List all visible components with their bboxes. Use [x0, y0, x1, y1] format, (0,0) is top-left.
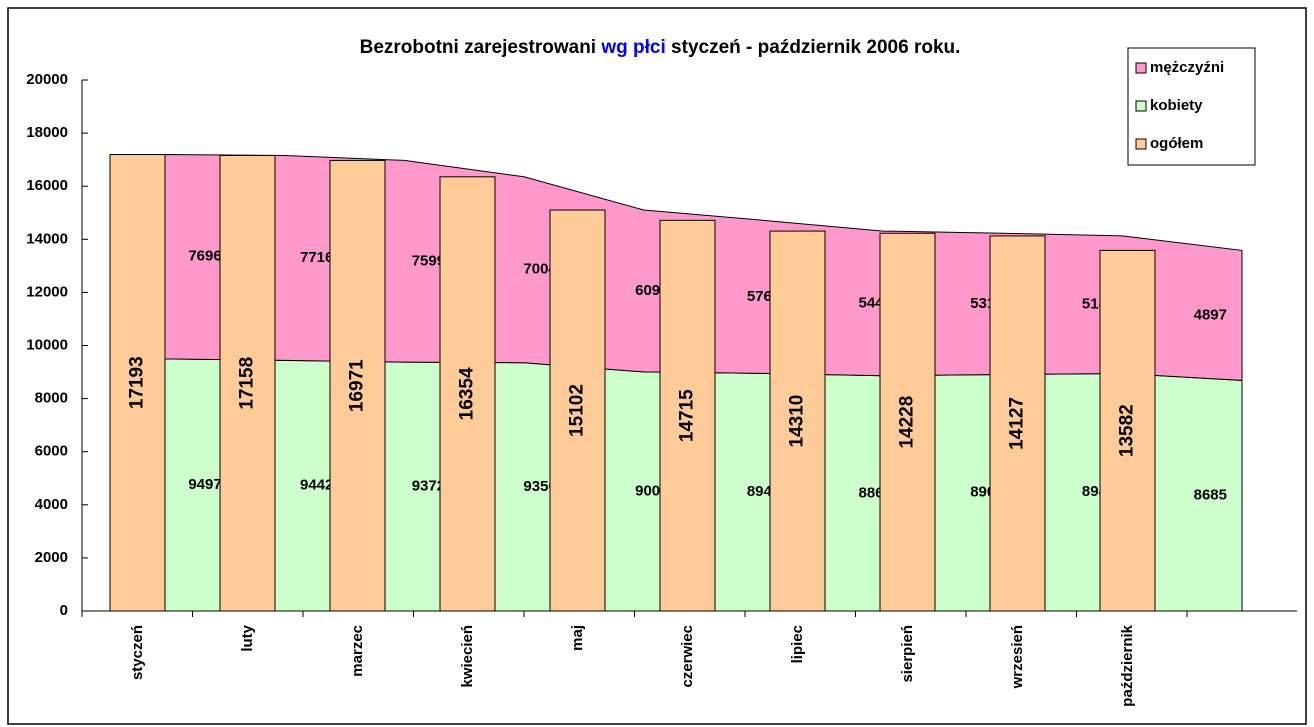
x-tick-label: kwiecień: [459, 625, 476, 688]
data-label: 14310: [787, 395, 808, 448]
title-part: wg płci: [600, 37, 665, 58]
x-tick-label: luty: [239, 624, 256, 651]
data-label: 7716: [300, 249, 333, 266]
data-label: 13582: [1117, 404, 1138, 457]
data-label: 9350: [523, 478, 556, 495]
y-tick-label: 6000: [35, 443, 68, 460]
legend-swatch: [1135, 100, 1147, 112]
bar: [439, 176, 496, 612]
data-label: 16971: [347, 359, 368, 412]
x-tick-label: sierpień: [899, 625, 916, 683]
title-part: Bezrobotni zarejestrowani: [360, 37, 602, 58]
y-tick-label: 20000: [26, 71, 68, 88]
x-tick-label: maj: [569, 625, 586, 651]
data-label: 14715: [677, 389, 698, 442]
bar: [879, 232, 936, 612]
data-label: 7004: [523, 261, 557, 278]
legend-swatch: [1135, 62, 1147, 74]
chart-title: Bezrobotni zarejestrowani wg płci stycze…: [360, 37, 961, 58]
data-label: 8685: [1194, 487, 1227, 504]
data-label: 7696: [188, 248, 221, 265]
data-label: 9372: [412, 478, 445, 495]
data-label: 17193: [127, 356, 148, 409]
y-tick-label: 4000: [35, 496, 68, 513]
legend-items: mężczyźni kobiety ogółem: [1135, 59, 1224, 152]
x-tick-label: marzec: [349, 625, 366, 677]
y-tick-label: 14000: [26, 230, 68, 247]
y-tick-label: 16000: [26, 177, 68, 194]
data-label: 4897: [1194, 306, 1227, 323]
legend-label: kobiety: [1150, 97, 1203, 114]
plot: 9497 9442 9372 9350 9005 8949 8861 8909 8944 8685…: [26, 71, 1297, 707]
bar: [329, 159, 386, 612]
legend-label: ogółem: [1150, 135, 1203, 152]
data-label: 14127: [1007, 397, 1028, 450]
y-tick-label: 12000: [26, 283, 68, 300]
data-label: 16354: [457, 367, 478, 420]
y-tick-label: 2000: [35, 549, 68, 566]
bar: [1099, 249, 1156, 612]
legend-swatch: [1135, 138, 1147, 150]
y-tick-label: 18000: [26, 124, 68, 141]
x-tick-label: październik: [1119, 624, 1136, 706]
y-tick-label: 0: [60, 602, 68, 619]
title-part: styczeń - październik 2006 roku.: [666, 37, 961, 58]
y-tick-label: 8000: [35, 390, 68, 407]
bar: [219, 154, 276, 612]
data-label: 15102: [567, 384, 588, 437]
data-label: 9442: [300, 477, 333, 494]
x-tick-label: lipiec: [789, 625, 806, 663]
legend-label: mężczyźni: [1150, 59, 1224, 76]
data-label: 14228: [897, 396, 918, 449]
x-tick-label: styczeń: [129, 625, 146, 680]
bar: [549, 209, 606, 612]
x-tick-label: czerwiec: [679, 625, 696, 688]
data-label: 7599: [412, 252, 445, 269]
y-tick-label: 10000: [26, 336, 68, 353]
legend: [1127, 47, 1256, 166]
x-tick-label: wrzesień: [1009, 625, 1026, 689]
bar: [769, 230, 826, 612]
data-label: 17158: [237, 357, 258, 410]
data-label: 9497: [188, 476, 221, 493]
